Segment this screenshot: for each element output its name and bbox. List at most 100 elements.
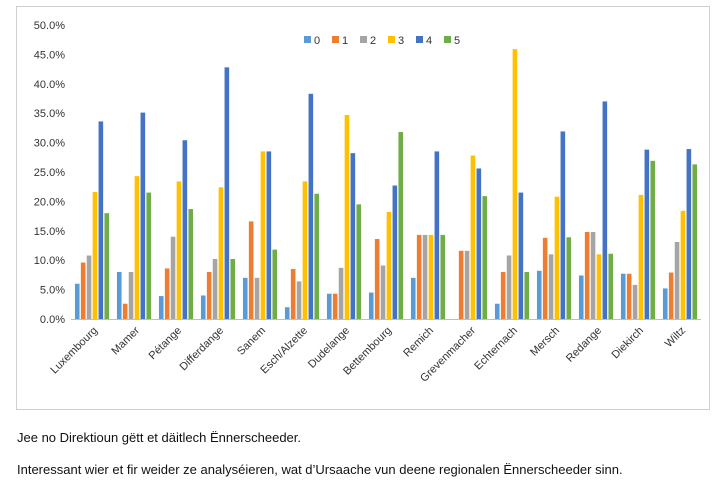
legend-swatch-5 [444,36,451,43]
y-axis-ticks: 0.0% 5.0% 10.0% 15.0% 20.0% 25.0% 30.0% 35.0% 40… [34,20,65,326]
y-tick-label: 45.0% [34,49,65,61]
bar-2-14 [674,241,680,319]
bar-0-14 [662,288,668,319]
bar-3-3 [218,187,224,319]
bar-1-2 [164,268,170,319]
y-tick-label: 40.0% [34,79,65,91]
category-label: Diekirch [610,325,647,362]
y-tick-label: 0.0% [40,314,65,326]
bar-4-8 [434,151,440,319]
y-tick-label: 30.0% [34,138,65,150]
bar-5-1 [146,192,152,319]
bar-4-10 [518,192,524,319]
legend-swatch-2 [360,36,367,43]
y-tick-label: 35.0% [34,108,65,120]
category-label: Wiltz [663,325,688,350]
bar-3-14 [680,210,686,319]
bar-4-2 [182,140,188,319]
y-tick-label: 15.0% [34,226,65,238]
bar-5-11 [566,237,572,319]
bar-0-1 [116,271,122,319]
y-tick-label: 10.0% [34,255,65,267]
bar-2-0 [86,255,92,319]
bar-0-7 [368,292,374,319]
chart-frame: 0.0% 5.0% 10.0% 15.0% 20.0% 25.0% 30.0% 35.0% 40… [16,6,710,410]
bar-1-9 [458,250,464,319]
legend-label-4: 4 [426,35,432,47]
bar-5-4 [272,249,278,319]
bar-5-3 [230,259,236,319]
legend-swatch-1 [332,36,339,43]
bar-0-5 [284,307,290,319]
bar-4-13 [644,149,650,319]
y-tick-label: 5.0% [40,285,65,297]
bar-3-5 [302,181,308,319]
bar-2-12 [590,231,596,319]
bar-4-0 [98,121,104,320]
caption-line-2: Interessant wier et fir weider ze analys… [17,462,623,477]
bar-2-10 [506,255,512,319]
caption-line-1: Jee no Direktioun gëtt et däitlech Ënner… [17,430,302,445]
legend-label-0: 0 [314,35,320,47]
bar-4-7 [392,185,398,319]
bar-3-0 [92,191,98,319]
bar-5-13 [650,160,656,319]
legend-label-5: 5 [454,35,460,47]
category-label: Pétange [147,325,184,362]
legend-swatch-4 [416,36,423,43]
bar-1-13 [626,273,632,319]
bar-3-2 [176,181,182,319]
bar-1-0 [80,262,86,319]
bar-5-12 [608,253,614,319]
bar-1-12 [584,231,590,319]
bar-3-7 [386,211,392,319]
bar-2-2 [170,236,176,319]
bar-1-8 [416,234,422,319]
bar-3-1 [134,176,140,319]
bar-0-3 [200,295,206,319]
chart-bars [74,49,698,320]
bar-3-4 [260,151,266,319]
category-label: Mamer [109,324,142,357]
bar-1-11 [542,237,548,319]
bar-2-4 [254,277,260,319]
bar-3-6 [344,114,350,320]
y-tick-label: 20.0% [34,196,65,208]
bar-0-6 [326,293,332,319]
y-tick-label: 50.0% [34,20,65,32]
bar-4-6 [350,153,356,319]
bar-1-3 [206,271,212,319]
bar-1-10 [500,271,506,319]
category-label: Echternach [472,325,520,373]
legend-swatch-0 [304,36,311,43]
category-label: Remich [401,325,436,360]
bar-0-8 [410,277,416,319]
bar-0-4 [242,277,248,319]
bar-4-11 [560,131,566,319]
bar-3-11 [554,196,560,319]
bar-4-5 [308,93,314,319]
category-label: Luxembourg [48,325,100,377]
bar-2-1 [128,271,134,319]
bar-2-3 [212,259,218,319]
bar-5-5 [314,193,320,319]
bar-3-8 [428,234,434,319]
bar-1-4 [248,221,254,319]
bar-2-7 [380,265,386,319]
bar-5-2 [188,209,194,319]
y-tick-label: 25.0% [34,167,65,179]
bar-4-9 [476,168,482,319]
bar-1-1 [122,303,128,319]
bar-3-9 [470,155,476,319]
bar-5-9 [482,196,488,319]
bar-2-11 [548,254,554,319]
bar-4-12 [602,101,608,319]
legend-label-3: 3 [398,35,404,47]
bar-2-6 [338,267,344,319]
bar-1-14 [668,272,674,319]
bar-2-5 [296,281,302,319]
bar-4-3 [224,67,230,319]
bar-1-5 [290,269,296,319]
bar-4-1 [140,112,146,319]
